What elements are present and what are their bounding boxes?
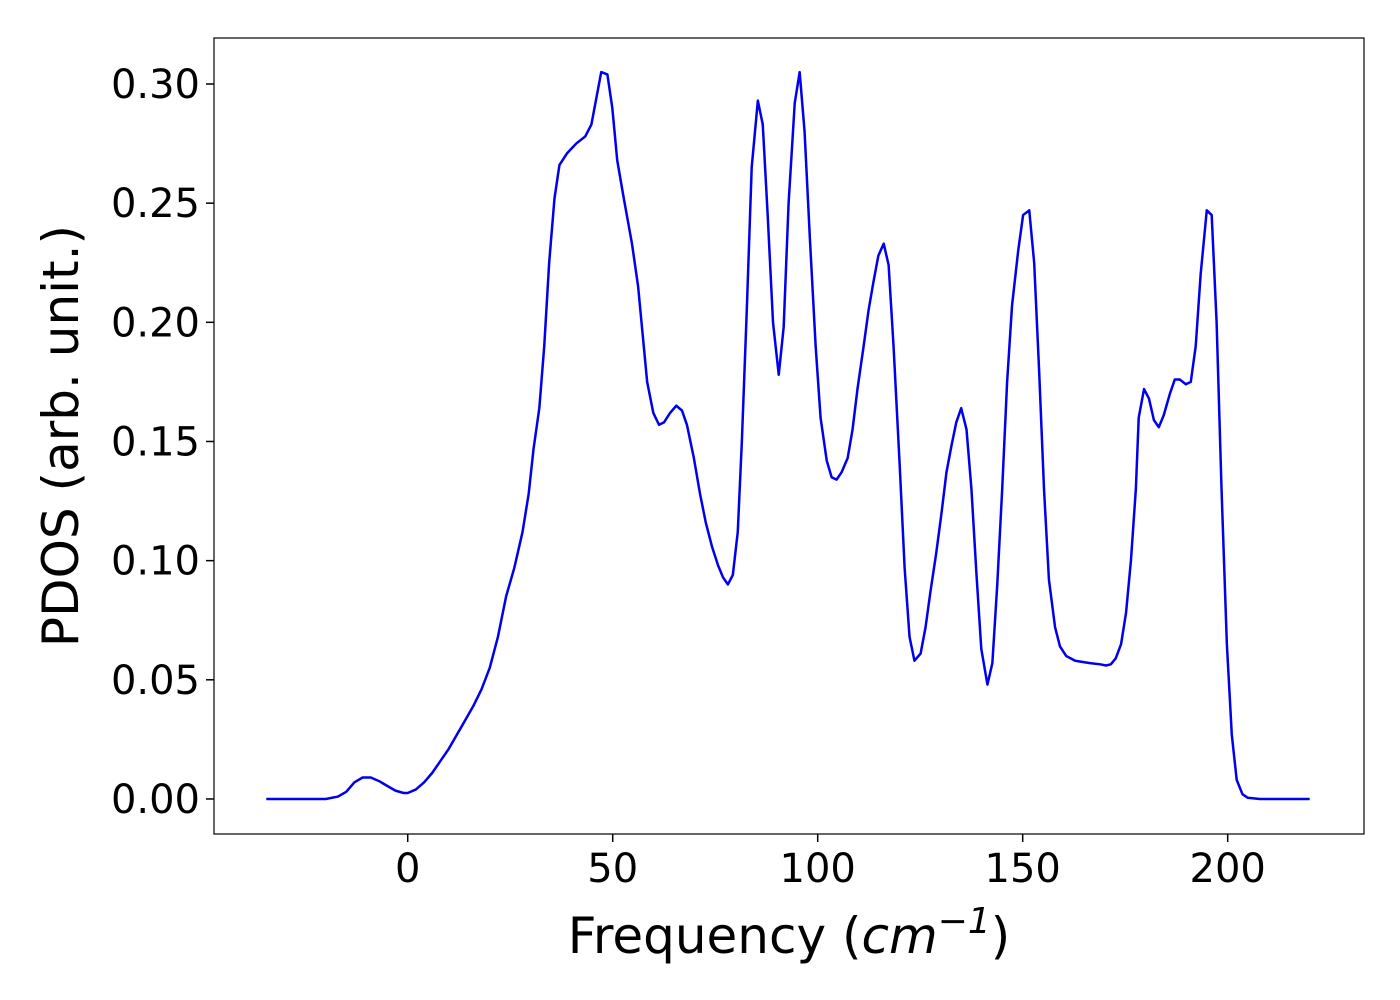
x-label-exponent: −1: [938, 901, 991, 942]
y-axis-label: PDOS (arb. unit.): [32, 225, 90, 647]
y-tick-label: 0.05: [111, 658, 200, 704]
x-tick-label: 50: [587, 846, 638, 892]
y-tick-label: 0.10: [111, 539, 200, 585]
x-axis-label: Frequency (cm−1): [568, 901, 1011, 965]
x-tick-label: 200: [1190, 846, 1266, 892]
line-series: [266, 70, 1310, 801]
x-label-end: ): [991, 907, 1011, 965]
y-tick-label: 0.20: [111, 300, 200, 346]
x-label-text: Frequency (: [568, 907, 862, 965]
y-tick-label: 0.30: [111, 62, 200, 108]
x-tick-label: 0: [395, 846, 420, 892]
plot-frame: [213, 37, 1365, 835]
x-tick-label: 150: [985, 846, 1061, 892]
x-label-unit: cm: [861, 907, 937, 965]
y-tick-label: 0.15: [111, 419, 200, 465]
y-tick-label: 0.25: [111, 181, 200, 227]
x-tick-label: 100: [780, 846, 856, 892]
y-tick-label: 0.00: [111, 777, 200, 823]
